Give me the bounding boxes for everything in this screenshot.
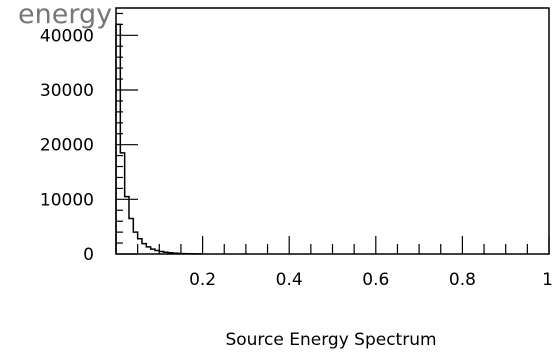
x-axis-ticks [115,236,550,254]
x-tick-label: 0.6 [362,270,389,290]
chart-title: energy [18,0,112,30]
x-tick-label: 0.8 [449,270,476,290]
y-tick-label: 10000 [40,190,94,210]
x-tick-label: 0.4 [276,270,303,290]
histogram-series [115,23,204,255]
y-tick-label: 40000 [40,26,94,46]
y-axis-tick-labels: 0 10000 20000 30000 40000 [40,26,94,265]
x-axis-label: Source Energy Spectrum [225,330,436,350]
y-axis-ticks [116,12,138,255]
plot-frame [115,7,550,255]
y-tick-label: 20000 [40,136,94,156]
y-tick-label: 0 [83,245,94,265]
x-axis-tick-labels: 0.2 0.4 0.6 0.8 1 [189,270,553,290]
x-tick-label: 0.2 [189,270,216,290]
x-tick-label: 1 [542,270,553,290]
y-tick-label: 30000 [40,81,94,101]
